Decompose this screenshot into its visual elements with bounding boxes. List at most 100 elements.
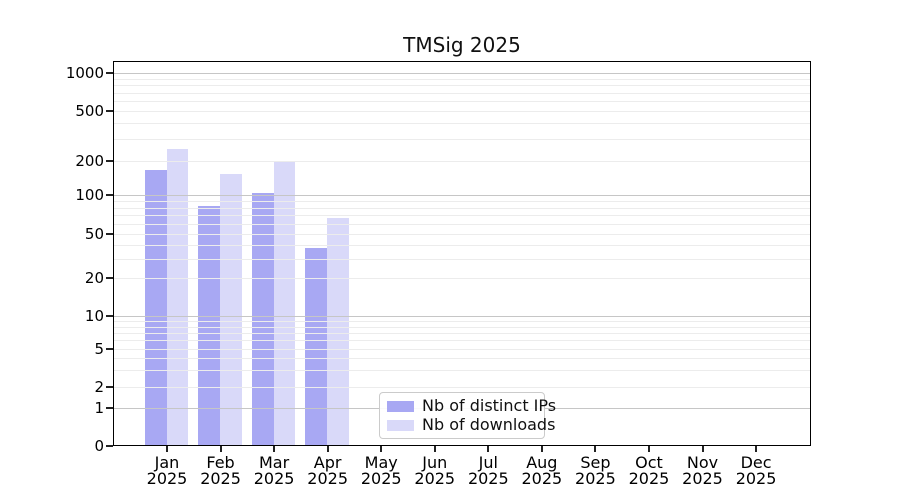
x-tick-mark-jan — [166, 446, 168, 452]
minor-gridline-2 — [113, 387, 811, 388]
y-tick-label-5: 5 — [94, 340, 104, 358]
minor-gridline-400 — [113, 123, 811, 125]
x-tick-mark-mar — [273, 446, 276, 452]
chart-title: TMSig 2025 — [403, 33, 521, 57]
x-tick-month: Jul — [478, 453, 498, 472]
minor-gridline-30 — [113, 258, 811, 260]
x-tick-year: 2025 — [521, 469, 563, 488]
y-tick-label-1: 1 — [94, 399, 104, 417]
y-tick-mark-0 — [106, 444, 113, 447]
x-tick-label-apr: Apr 2025 — [293, 455, 363, 487]
minor-gridline-200 — [113, 161, 811, 162]
x-tick-label-mar: Mar 2025 — [239, 455, 309, 487]
y-tick-mark-1 — [106, 407, 113, 409]
y-tick-mark-1000 — [106, 72, 113, 74]
minor-gridline-5 — [113, 349, 811, 350]
legend-label-downloads: Nb of downloads — [422, 415, 556, 434]
x-tick-year: 2025 — [414, 469, 456, 488]
y-tick-mark-2 — [106, 386, 113, 388]
x-tick-mark-dec — [755, 446, 758, 452]
x-tick-mark-apr — [326, 446, 329, 452]
y-tick-label-10: 10 — [84, 307, 104, 325]
legend-item-downloads: Nb of downloads — [387, 417, 555, 433]
y-tick-label-20: 20 — [84, 269, 104, 287]
minor-gridline-700 — [113, 92, 811, 94]
legend: Nb of distinct IPs Nb of downloads — [379, 392, 556, 439]
bar-distinct-ips-feb — [198, 206, 221, 446]
x-tick-label-aug: Aug 2025 — [507, 455, 577, 487]
bar-downloads-jan — [166, 148, 189, 446]
minor-gridline-800 — [113, 85, 811, 87]
minor-gridline-60 — [113, 223, 811, 225]
x-tick-mark-nov — [701, 446, 704, 452]
x-tick-mark-jul — [487, 446, 490, 452]
x-tick-label-feb: Feb 2025 — [186, 455, 256, 487]
legend-label-distinct-ips: Nb of distinct IPs — [422, 396, 557, 415]
legend-swatch-distinct-ips — [387, 400, 414, 412]
y-tick-label-0: 0 — [94, 436, 104, 455]
x-tick-mark-jun — [433, 446, 436, 452]
x-tick-mark-may — [380, 446, 383, 452]
minor-gridline-90 — [113, 200, 811, 202]
x-tick-label-nov: Nov 2025 — [668, 455, 738, 487]
legend-swatch-downloads — [387, 419, 414, 431]
x-tick-mark-feb — [219, 446, 222, 452]
y-tick-mark-20 — [106, 277, 113, 279]
minor-gridline-20 — [113, 278, 811, 279]
x-tick-label-sep: Sep 2025 — [560, 455, 630, 487]
minor-gridline-500 — [113, 111, 811, 112]
x-tick-year: 2025 — [735, 469, 777, 488]
minor-gridline-70 — [113, 215, 811, 217]
x-tick-mark-oct — [647, 446, 650, 452]
x-tick-label-dec: Dec 2025 — [721, 455, 791, 487]
x-tick-year: 2025 — [307, 469, 348, 488]
bar-distinct-ips-apr — [305, 248, 328, 446]
x-tick-label-jan: Jan 2025 — [132, 455, 202, 487]
x-tick-month: Mar — [259, 453, 290, 472]
x-tick-mark-aug — [540, 446, 543, 452]
y-tick-label-100: 100 — [75, 186, 104, 204]
plot-area — [113, 61, 811, 446]
y-tick-mark-5 — [106, 348, 113, 350]
x-tick-mark-sep — [594, 446, 597, 452]
minor-gridline-900 — [113, 78, 811, 80]
major-gridline-1000 — [113, 73, 811, 74]
x-tick-year: 2025 — [146, 469, 188, 488]
x-tick-year: 2025 — [253, 469, 295, 488]
bar-layer — [113, 61, 811, 446]
x-tick-label-oct: Oct 2025 — [614, 455, 684, 487]
minor-gridline-7 — [113, 332, 811, 334]
x-tick-month: Apr — [313, 453, 342, 472]
y-tick-label-200: 200 — [75, 152, 104, 170]
minor-gridline-9 — [113, 321, 811, 323]
x-tick-month: Aug — [526, 453, 558, 472]
minor-gridline-80 — [113, 207, 811, 209]
major-gridline-100 — [113, 195, 811, 196]
x-tick-month: Feb — [206, 453, 235, 472]
minor-gridline-8 — [113, 326, 811, 328]
bar-distinct-ips-jan — [144, 170, 167, 446]
x-tick-month: Oct — [635, 453, 663, 472]
y-tick-mark-50 — [106, 233, 113, 235]
grid-layer — [113, 61, 811, 446]
y-tick-mark-10 — [106, 315, 113, 317]
x-tick-month: Dec — [740, 453, 772, 472]
major-gridline-10 — [113, 316, 811, 317]
x-tick-year: 2025 — [467, 469, 509, 488]
x-tick-month: Nov — [686, 453, 719, 472]
x-tick-label-may: May 2025 — [346, 455, 416, 487]
x-tick-year: 2025 — [628, 469, 670, 488]
y-tick-mark-100 — [106, 194, 113, 196]
legend-item-distinct-ips: Nb of distinct IPs — [387, 398, 556, 414]
x-tick-year: 2025 — [575, 469, 616, 488]
minor-gridline-600 — [113, 101, 811, 102]
y-tick-mark-200 — [106, 160, 113, 162]
bar-downloads-mar — [273, 161, 296, 446]
y-tick-label-50: 50 — [84, 225, 104, 243]
minor-gridline-3 — [113, 370, 811, 372]
y-tick-label-2: 2 — [94, 378, 104, 396]
y-tick-label-1000: 1000 — [65, 64, 104, 82]
x-tick-label-jul: Jul 2025 — [453, 455, 523, 487]
x-tick-year: 2025 — [682, 469, 723, 488]
